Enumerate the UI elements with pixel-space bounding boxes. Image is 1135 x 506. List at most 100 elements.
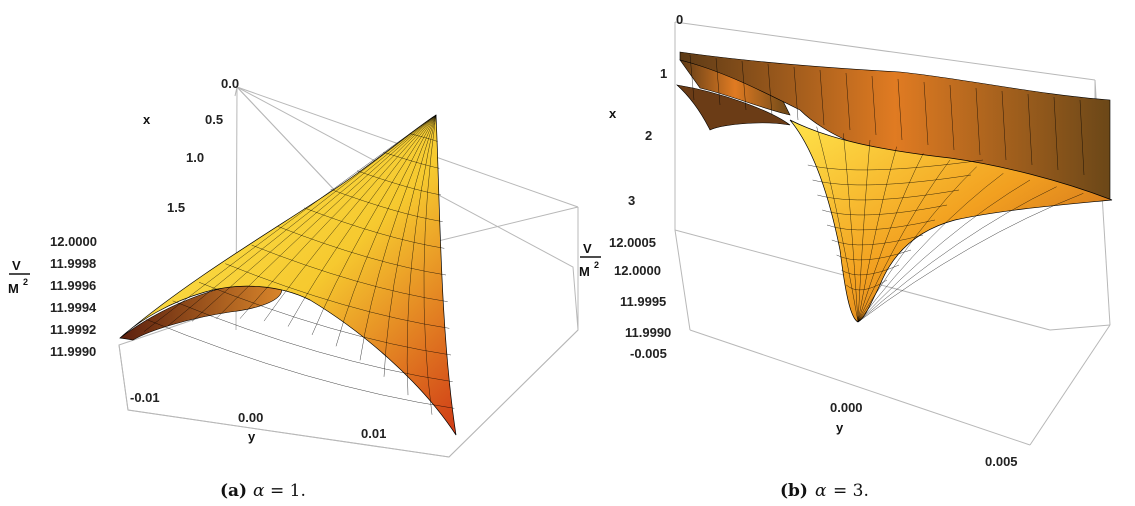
- mesh-line: [215, 114, 437, 319]
- plot-b-x-ticks: 0 1 2 3: [628, 12, 683, 208]
- mesh-line: [857, 159, 951, 323]
- mesh-line: [143, 114, 437, 332]
- mesh-line: [949, 84, 955, 151]
- plot-a-x-tick: 0.0: [221, 76, 239, 91]
- plot-a-y-tick: -0.01: [130, 390, 160, 405]
- plot-b-z-tick: 11.9990: [625, 325, 671, 340]
- mesh-line: [819, 69, 825, 126]
- mesh-line: [383, 151, 440, 169]
- plot-b-caption: (b) α = 3.: [780, 481, 869, 501]
- plot-a-z-tick: 11.9998: [50, 256, 96, 271]
- mesh-line: [1079, 99, 1085, 176]
- mesh-line: [857, 146, 897, 323]
- svg-text:α: α: [815, 481, 827, 501]
- mesh-line: [923, 81, 929, 146]
- mesh-line: [330, 189, 443, 222]
- svg-text:V: V: [583, 241, 592, 256]
- plot-a-z-tick: 11.9990: [50, 344, 96, 359]
- mesh-line: [1027, 93, 1033, 166]
- plot-b-x-tick: 3: [628, 193, 635, 208]
- mesh-line: [383, 114, 437, 377]
- mesh-line: [191, 114, 437, 322]
- mesh-line: [857, 186, 1057, 323]
- mesh-line: [836, 249, 912, 261]
- mesh-line: [689, 54, 695, 101]
- plot-a-surface: [119, 114, 457, 436]
- mesh-line: [356, 170, 442, 196]
- mesh-line: [841, 264, 900, 276]
- mesh-line: [897, 78, 903, 141]
- mesh-line: [406, 114, 437, 396]
- svg-text:M: M: [8, 281, 19, 296]
- mesh-line: [846, 279, 888, 291]
- mesh-line: [239, 114, 437, 319]
- plot-b-y-tick: 0.005: [985, 454, 1018, 469]
- mesh-line: [311, 114, 437, 336]
- mesh-line: [715, 57, 721, 106]
- plot-a-z-tick: 12.0000: [50, 234, 97, 249]
- plot-a-x-tick: 1.5: [167, 200, 185, 215]
- mesh-line: [767, 63, 773, 116]
- plot-b-y-ticks: -0.005 0.000 0.005: [630, 346, 1018, 469]
- mesh-line: [335, 114, 437, 347]
- mesh-line: [816, 126, 859, 323]
- mesh-line: [857, 153, 924, 323]
- mesh-line: [857, 139, 871, 323]
- plot-a-z-tick: 11.9994: [50, 300, 97, 315]
- mesh-line: [1001, 90, 1007, 161]
- plot-a-caption: (a) α = 1.: [220, 481, 306, 501]
- svg-text:(a): (a): [220, 481, 247, 501]
- plot-b-z-tick: 11.9995: [620, 294, 666, 309]
- plot-a-x-ticks: 0.0 0.5 1.0 1.5: [167, 76, 239, 215]
- mesh-line: [172, 300, 453, 382]
- svg-text:V: V: [12, 258, 21, 273]
- plot-b-y-label: y: [836, 420, 844, 435]
- svg-text:(b): (b): [780, 481, 808, 501]
- mesh-line: [146, 319, 455, 409]
- plot-a-y-tick: 0.00: [238, 410, 263, 425]
- plot-a-y-tick: 0.01: [361, 426, 386, 441]
- plot-b-z-tick: 12.0005: [609, 235, 656, 250]
- svg-text:α: α: [253, 481, 265, 501]
- mesh-line: [857, 193, 1084, 323]
- plot-a-z-tick: 11.9992: [50, 322, 96, 337]
- svg-text:2: 2: [23, 277, 28, 287]
- plot-a-z-tick: 11.9996: [50, 278, 96, 293]
- svg-text:M: M: [579, 264, 590, 279]
- svg-text:2: 2: [594, 260, 599, 270]
- mesh-line: [857, 166, 977, 323]
- mesh-line: [831, 234, 924, 246]
- mesh-line: [812, 174, 972, 186]
- plot-b-surface: [789, 119, 1113, 323]
- mesh-line: [817, 189, 960, 201]
- mesh-line: [826, 219, 936, 231]
- mesh-line: [287, 114, 437, 327]
- surface-plot-b: 0 1 2 3 x 12.0005 12.0000 11.9995 11.999…: [579, 12, 1113, 501]
- svg-text:= 1.: = 1.: [270, 481, 306, 501]
- mesh-line: [793, 66, 799, 121]
- mesh-line: [277, 226, 447, 276]
- plot-b-x-tick: 2: [645, 128, 652, 143]
- mesh-line: [225, 263, 450, 329]
- mesh-line: [263, 114, 437, 322]
- mesh-line: [359, 114, 437, 361]
- plot-a-x-tick: 0.5: [205, 112, 223, 127]
- mesh-line: [871, 75, 877, 136]
- mesh-line: [198, 282, 452, 356]
- mesh-line: [741, 60, 747, 111]
- plot-b-wall-left-front: [676, 84, 791, 131]
- mesh-line: [251, 244, 448, 302]
- plot-a-z-ticks: 12.0000 11.9998 11.9996 11.9994 11.9992 …: [50, 234, 97, 359]
- plot-b-x-tick: 0: [676, 12, 683, 27]
- svg-text:= 3.: = 3.: [833, 481, 869, 501]
- mesh-line: [409, 133, 438, 142]
- plot-a-y-label: y: [248, 429, 256, 444]
- mesh-line: [845, 72, 851, 131]
- mesh-line: [857, 179, 1031, 323]
- plot-b-z-label: V M 2: [579, 241, 601, 279]
- plot-a-x-tick: 1.0: [186, 150, 204, 165]
- mesh-line: [423, 114, 437, 415]
- mesh-line: [1053, 96, 1059, 171]
- mesh-line: [843, 133, 859, 323]
